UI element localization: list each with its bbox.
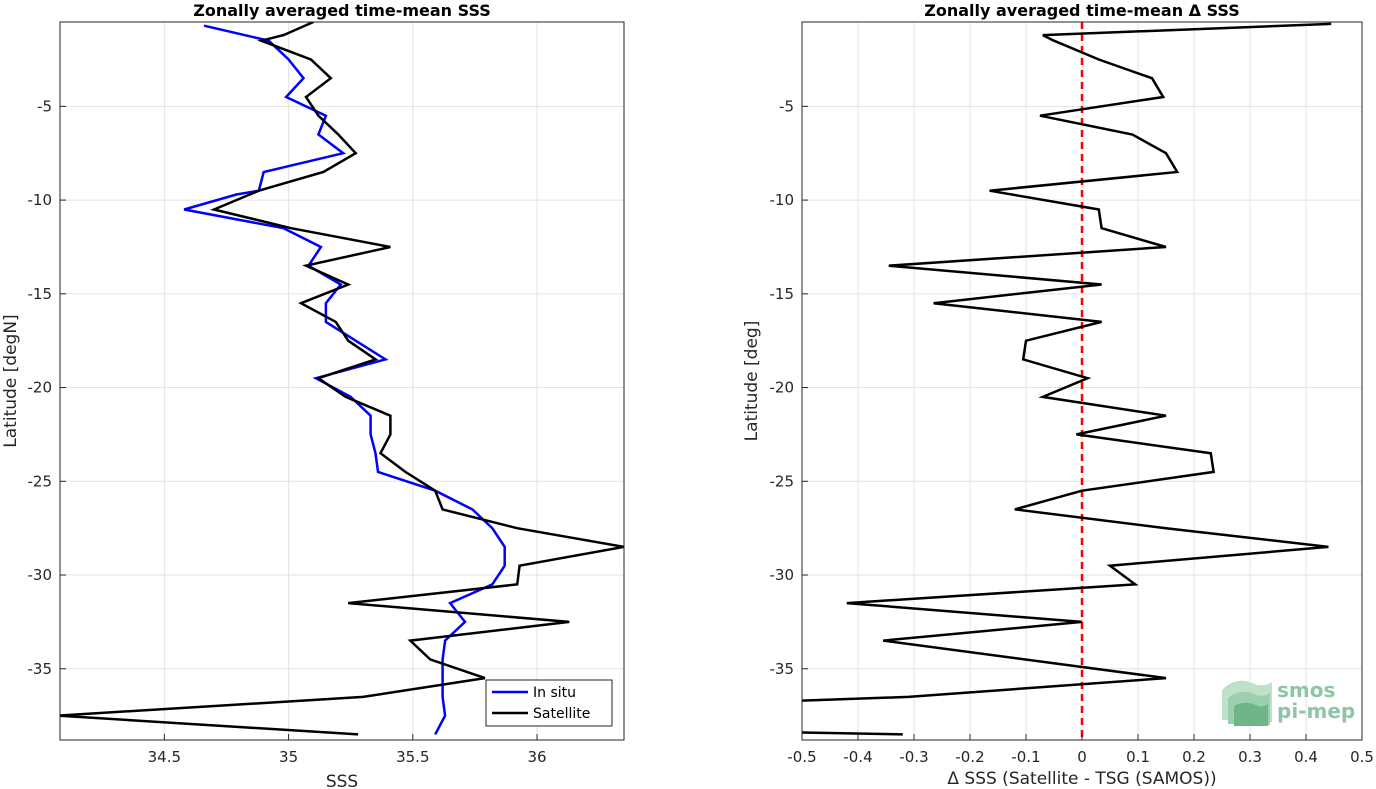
sss-y-tick-label: -20 (28, 379, 53, 397)
delta-sss-y-axis-label: Latitude [deg] (742, 321, 762, 442)
sss-y-tick-label: -5 (37, 97, 52, 115)
delta-sss-x-tick-label: -0.1 (1011, 748, 1040, 766)
delta-sss-y-tick-label: -5 (779, 97, 794, 115)
delta-sss-x-axis-label: Δ SSS (Satellite - TSG (SAMOS)) (947, 769, 1216, 789)
delta-sss-x-tick-label: 0.5 (1350, 748, 1374, 766)
sss-x-axis-label: SSS (326, 772, 358, 789)
delta-sss-ticks: -0.5 -0.4 -0.3 -0.2 -0.1 0 0.1 0.2 0.3 0.4 0.5 -5 -1… (770, 97, 1374, 766)
delta-sss-panel: -0.5 -0.4 -0.3 -0.2 -0.1 0 0.1 0.2 0.3 0.4 0.5 -5 -1… (742, 1, 1374, 789)
delta-sss-x-tick-label: -0.4 (843, 748, 872, 766)
delta-sss-y-tick-label: -30 (770, 566, 795, 584)
delta-sss-chart-title: Zonally averaged time-mean Δ SSS (924, 1, 1240, 20)
sss-y-tick-label: -15 (28, 285, 53, 303)
delta-sss-y-tick-label: -25 (770, 472, 795, 490)
legend-box (485, 679, 613, 727)
sss-axes-box (59, 21, 625, 741)
legend-label-in-situ: In situ (533, 685, 576, 701)
sss-ticks: 34.5 35 35.5 36 -5 -10 -15 -20 -25 -30 -35 (28, 97, 547, 766)
sss-y-tick-label: -35 (28, 660, 53, 678)
logo-text-smos: smos (1277, 678, 1335, 702)
delta-sss-x-tick-label: 0.4 (1294, 748, 1318, 766)
sss-y-tick-label: -25 (28, 472, 53, 490)
delta-sss-y-tick-label: -20 (770, 379, 795, 397)
delta-sss-x-tick-label: 0 (1077, 748, 1087, 766)
delta-sss-y-tick-label: -35 (770, 660, 795, 678)
delta-sss-series-line-2 (802, 731, 903, 736)
sss-y-tick-label: -30 (28, 566, 53, 584)
sss-x-tick-label: 35.5 (396, 748, 429, 766)
sss-grid (60, 22, 624, 740)
sss-y-axis-label: Latitude [degN] (1, 314, 21, 447)
sss-plot-area (60, 22, 624, 740)
delta-sss-x-tick-label: 0.2 (1182, 748, 1206, 766)
legend-label-satellite: Satellite (533, 706, 590, 722)
sss-chart-title: Zonally averaged time-mean SSS (193, 1, 491, 20)
sss-x-tick-label: 35 (279, 748, 298, 766)
delta-sss-x-tick-label: -0.2 (955, 748, 984, 766)
sss-panel: 34.5 35 35.5 36 -5 -10 -15 -20 -25 -30 -35 Zonally… (1, 1, 625, 789)
delta-sss-y-tick-label: -15 (770, 285, 795, 303)
delta-sss-series-group (802, 22, 1332, 736)
delta-sss-y-tick-label: -10 (770, 191, 795, 209)
sss-series-line-satellite (60, 22, 624, 736)
delta-sss-x-tick-label: -0.3 (899, 748, 928, 766)
logo-wave-front (1234, 702, 1268, 726)
smos-pimep-logo: smos pi-mep (1222, 678, 1355, 726)
delta-sss-series-line-1 (802, 22, 1332, 702)
sss-x-tick-label: 36 (527, 748, 546, 766)
delta-sss-x-tick-label: 0.1 (1126, 748, 1150, 766)
logo-text-pimep: pi-mep (1277, 699, 1355, 723)
delta-sss-grid (801, 22, 1363, 740)
sss-y-tick-label: -10 (28, 191, 53, 209)
delta-sss-x-tick-label: -0.5 (787, 748, 816, 766)
sss-x-tick-label: 34.5 (148, 748, 181, 766)
delta-sss-x-tick-label: 0.3 (1238, 748, 1262, 766)
sss-series-group (60, 22, 624, 736)
sss-legend: In situ Satellite (485, 679, 613, 727)
